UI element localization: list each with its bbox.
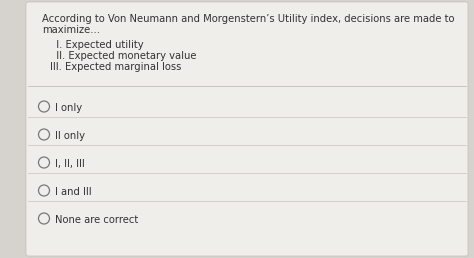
FancyBboxPatch shape xyxy=(26,2,468,256)
Text: III. Expected marginal loss: III. Expected marginal loss xyxy=(50,62,182,72)
Text: II. Expected monetary value: II. Expected monetary value xyxy=(50,51,197,61)
Text: According to Von Neumann and Morgenstern’s Utility index, decisions are made to: According to Von Neumann and Morgenstern… xyxy=(42,14,455,24)
Text: I only: I only xyxy=(55,103,82,113)
Text: I. Expected utility: I. Expected utility xyxy=(50,40,144,50)
Text: None are correct: None are correct xyxy=(55,215,138,225)
Text: maximize...: maximize... xyxy=(42,25,100,35)
Text: I, II, III: I, II, III xyxy=(55,159,85,169)
Text: I and III: I and III xyxy=(55,187,91,197)
Text: II only: II only xyxy=(55,131,85,141)
